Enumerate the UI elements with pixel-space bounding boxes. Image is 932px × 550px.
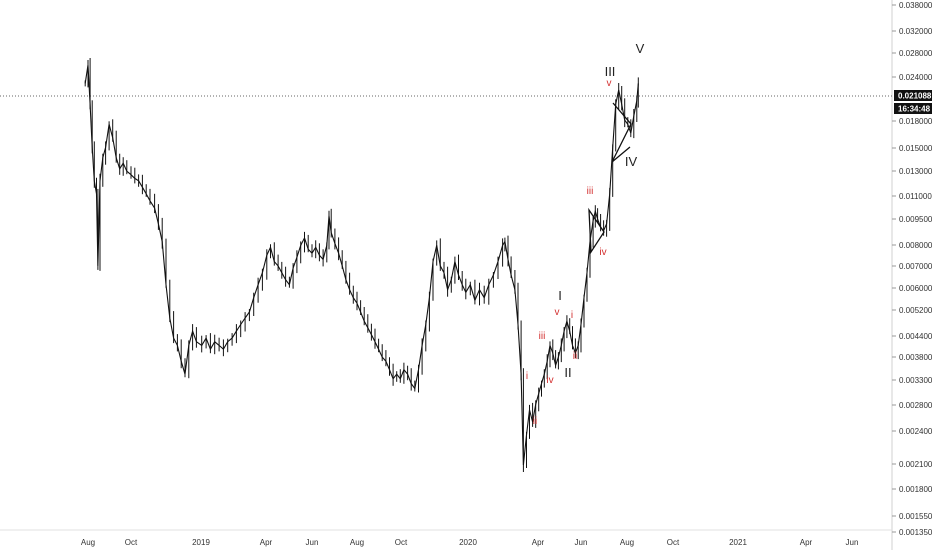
time-tick-label: 2019 xyxy=(192,538,210,547)
price-line xyxy=(84,64,639,466)
price-tick-label: 0.003800 xyxy=(899,353,932,362)
price-tick: 0.002400 xyxy=(892,427,932,436)
price-tick-label: 0.001800 xyxy=(899,485,932,494)
price-tick-label: 0.007000 xyxy=(899,262,932,271)
price-tick: 0.009500 xyxy=(892,215,932,224)
triangle-wave-IV xyxy=(611,102,632,163)
wave-label-red-v-1: v xyxy=(555,307,560,318)
price-tick: 0.004400 xyxy=(892,332,932,341)
price-tick: 0.002800 xyxy=(892,401,932,410)
countdown-badge: 16:34:48 xyxy=(894,103,932,114)
price-tick: 0.007000 xyxy=(892,262,932,271)
price-tick: 0.024000 xyxy=(892,73,932,82)
price-tick-label: 0.008000 xyxy=(899,241,932,250)
price-tick-label: 0.001550 xyxy=(899,512,932,521)
price-tick-label: 0.002400 xyxy=(899,427,932,436)
wave-label-red-iv-1: iv xyxy=(546,375,553,386)
price-tick: 0.018000 xyxy=(892,117,932,126)
price-tick-label: 0.013000 xyxy=(899,167,932,176)
price-tick-label: 0.005200 xyxy=(899,306,932,315)
triangle-wave-iv xyxy=(588,207,605,255)
price-tick-label: 0.009500 xyxy=(899,215,932,224)
wave-label-red-i-1: i xyxy=(526,371,528,382)
price-tick: 0.008000 xyxy=(892,241,932,250)
price-tick-label: 0.004400 xyxy=(899,332,932,341)
price-tick: 0.015000 xyxy=(892,144,932,153)
time-tick-label: 2020 xyxy=(459,538,477,547)
time-tick-label: Aug xyxy=(620,538,634,547)
time-tick-label: 2021 xyxy=(729,538,747,547)
price-tick-label: 0.038000 xyxy=(899,1,932,10)
price-tick: 0.003300 xyxy=(892,376,932,385)
price-tick: 0.011000 xyxy=(892,192,932,201)
price-tick: 0.028000 xyxy=(892,49,932,58)
price-tick-label: 0.032000 xyxy=(899,27,932,36)
time-tick-label: Aug xyxy=(350,538,364,547)
price-tick-label: 0.011000 xyxy=(899,192,932,201)
price-tick-label: 0.001350 xyxy=(899,528,932,537)
time-tick-label: Jun xyxy=(846,538,859,547)
price-tick: 0.005200 xyxy=(892,306,932,315)
wave-label-black-V: V xyxy=(636,41,645,56)
time-tick-label: Jun xyxy=(575,538,588,547)
price-tick: 0.006000 xyxy=(892,284,932,293)
price-tick-label: 0.024000 xyxy=(899,73,932,82)
trendlines xyxy=(588,102,632,255)
wave-label-black-I: I xyxy=(558,288,562,303)
price-tick: 0.001550 xyxy=(892,512,932,521)
price-tick-label: 0.028000 xyxy=(899,49,932,58)
wave-label-black-III: III xyxy=(605,64,616,79)
wave-label-black-II: II xyxy=(564,365,571,380)
time-tick-label: Apr xyxy=(800,538,813,547)
current-price-badge: 0.021088 xyxy=(894,90,932,101)
price-tick-label: 0.002800 xyxy=(899,401,932,410)
wave-label-red-v-2: v xyxy=(607,78,612,89)
price-series xyxy=(84,58,639,472)
time-tick-label: Apr xyxy=(260,538,273,547)
price-tick: 0.013000 xyxy=(892,167,932,176)
time-tick-label: Oct xyxy=(125,538,138,547)
price-tick-label: 0.018000 xyxy=(899,117,932,126)
wave-label-red-iv-2: iv xyxy=(599,247,606,258)
wave-label-red-iii-2: iii xyxy=(587,186,594,197)
wave-label-red-iii-1: iii xyxy=(539,331,546,342)
wave-label-black-IV: IV xyxy=(625,154,638,169)
time-tick-label: Jun xyxy=(306,538,319,547)
wave-label-red-ii-1: ii xyxy=(533,416,537,427)
wave-label-red-ii-2: ii xyxy=(573,351,577,362)
price-tick: 0.001800 xyxy=(892,485,932,494)
price-tick-label: 0.015000 xyxy=(899,144,932,153)
price-tick: 0.002100 xyxy=(892,460,932,469)
price-tick: 0.001350 xyxy=(892,528,932,537)
price-tick-label: 0.003300 xyxy=(899,376,932,385)
time-tick-label: Aug xyxy=(81,538,95,547)
price-tick: 0.003800 xyxy=(892,353,932,362)
time-tick-label: Apr xyxy=(532,538,545,547)
wave-label-red-i-2: i xyxy=(571,310,573,321)
price-tick-label: 0.002100 xyxy=(899,460,932,469)
price-tick-label: 0.006000 xyxy=(899,284,932,293)
time-tick-label: Oct xyxy=(667,538,680,547)
price-tick: 0.032000 xyxy=(892,27,932,36)
time-tick-label: Oct xyxy=(395,538,408,547)
svg-text:0.021088: 0.021088 xyxy=(898,92,932,101)
svg-text:16:34:48: 16:34:48 xyxy=(898,105,931,114)
price-tick: 0.038000 xyxy=(892,1,932,10)
